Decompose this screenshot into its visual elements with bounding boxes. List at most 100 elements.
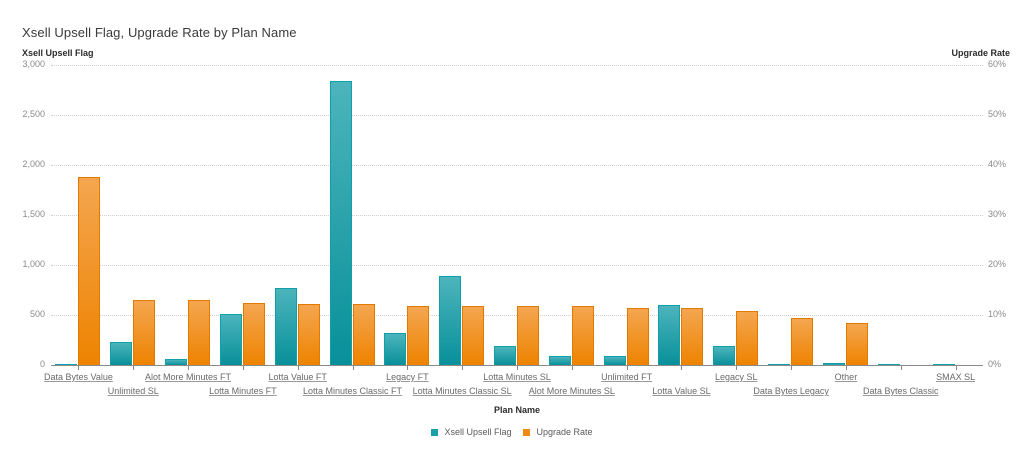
x-axis-label[interactable]: Alot More Minutes FT [145, 372, 232, 382]
xsell-bar[interactable] [548, 356, 571, 365]
x-tick [736, 365, 738, 370]
left-tick-label: 3,000 [22, 59, 45, 69]
left-tick-label: 500 [29, 309, 45, 319]
upgrade-rate-bar[interactable] [517, 305, 539, 365]
x-tick [900, 365, 902, 370]
xsell-bar[interactable] [932, 364, 955, 365]
upgrade-rate-bar[interactable] [736, 311, 759, 365]
upgrade-rate-bar[interactable] [297, 304, 320, 365]
bar-group [55, 65, 101, 365]
right-tick-label: 50% [988, 109, 1007, 119]
x-axis-label[interactable]: Alot More Minutes SL [528, 386, 615, 396]
x-axis-label[interactable]: Data Bytes Legacy [753, 386, 829, 396]
gridline [51, 265, 983, 266]
gridline [51, 215, 983, 216]
right-tick-label: 30% [988, 209, 1007, 219]
x-tick [133, 365, 135, 370]
x-axis-label[interactable]: Lotta Minutes Classic SL [412, 386, 512, 396]
x-tick [188, 365, 190, 370]
x-tick [791, 365, 793, 370]
xsell-bar[interactable] [713, 345, 736, 365]
upgrade-rate-bar[interactable] [242, 302, 265, 365]
right-axis-title: Upgrade Rate [951, 48, 1010, 58]
upgrade-rate-bar[interactable] [78, 177, 101, 365]
x-axis-label[interactable]: Data Bytes Value [43, 372, 113, 382]
upgrade-swatch-icon [523, 428, 531, 436]
xsell-bar[interactable] [384, 333, 407, 365]
chart-title: Xsell Upsell Flag, Upgrade Rate by Plan … [22, 25, 297, 40]
xsell-bar[interactable] [329, 80, 352, 365]
right-tick-label: 0% [988, 359, 1002, 369]
bar-group [329, 65, 376, 365]
left-axis-title: Xsell Upsell Flag [22, 48, 94, 58]
bar-group [165, 65, 211, 365]
x-axis-label[interactable]: Lotta Value FT [268, 372, 327, 382]
xsell-bar[interactable] [274, 288, 297, 365]
x-axis-label[interactable]: Lotta Value SL [652, 386, 711, 396]
xsell-bar[interactable] [768, 363, 791, 365]
left-tick-label: 0 [39, 359, 45, 369]
gridline [51, 115, 983, 116]
xsell-bar[interactable] [822, 363, 845, 365]
bar-group [384, 65, 430, 365]
bar-group [274, 65, 321, 365]
x-tick [242, 365, 244, 370]
upgrade-rate-bar[interactable] [791, 317, 814, 365]
x-axis-label[interactable]: Data Bytes Classic [862, 386, 939, 396]
bar-group [494, 65, 540, 365]
legend-label: Xsell Upsell Flag [444, 427, 512, 437]
x-axis-label[interactable]: Lotta Minutes Classic FT [303, 386, 403, 396]
xsell-bar[interactable] [494, 346, 516, 365]
left-tick-label: 2,500 [22, 109, 45, 119]
x-axis-label[interactable]: SMAX SL [936, 372, 976, 382]
x-tick [517, 365, 518, 370]
bar-group [822, 65, 869, 365]
bar-group [877, 65, 924, 365]
right-tick-label: 20% [988, 259, 1007, 269]
legend-item-upgrade[interactable]: Upgrade Rate [523, 427, 593, 437]
x-tick [955, 365, 957, 370]
upgrade-rate-bar[interactable] [352, 304, 375, 365]
x-axis-label[interactable]: Unlimited FT [601, 372, 653, 382]
legend-label: Upgrade Rate [536, 427, 593, 437]
x-tick [352, 365, 354, 370]
left-tick-label: 1,500 [22, 209, 45, 219]
upgrade-rate-bar[interactable] [462, 305, 485, 365]
upgrade-rate-bar[interactable] [681, 308, 704, 365]
bar-group [658, 65, 704, 365]
x-axis-label[interactable]: Legacy SL [715, 372, 758, 382]
xsell-bar[interactable] [877, 364, 900, 365]
xsell-bar[interactable] [165, 358, 188, 365]
plot-area [51, 65, 983, 370]
x-axis-label[interactable]: Lotta Minutes FT [209, 386, 277, 396]
upgrade-rate-bar[interactable] [188, 300, 211, 365]
bar-group [219, 65, 266, 365]
gridline [51, 165, 983, 166]
x-tick [297, 365, 299, 370]
upgrade-rate-bar[interactable] [407, 305, 430, 365]
x-axis-label[interactable]: Legacy FT [386, 372, 429, 382]
right-tick-label: 60% [988, 59, 1007, 69]
xsell-bar[interactable] [219, 313, 242, 365]
left-tick-label: 1,000 [22, 259, 45, 269]
xsell-bar[interactable] [658, 304, 681, 365]
x-axis-title: Plan Name [493, 405, 541, 415]
x-axis-label[interactable]: Lotta Minutes SL [483, 372, 551, 382]
xsell-bar[interactable] [110, 342, 133, 365]
x-axis-label[interactable]: Other [834, 372, 858, 382]
legend-item-xsell[interactable]: Xsell Upsell Flag [431, 427, 511, 437]
upgrade-rate-bar[interactable] [571, 306, 594, 365]
right-tick-label: 10% [988, 309, 1007, 319]
xsell-bar[interactable] [55, 363, 78, 365]
bar-group [713, 65, 759, 365]
bar-group [932, 65, 979, 365]
bar-group [439, 65, 485, 365]
upgrade-rate-bar[interactable] [845, 323, 868, 365]
x-axis-label[interactable]: Unlimited SL [107, 386, 159, 396]
upgrade-rate-bar[interactable] [626, 308, 649, 365]
x-tick [626, 365, 628, 370]
xsell-bar[interactable] [439, 275, 462, 365]
xsell-bar[interactable] [603, 355, 626, 365]
upgrade-rate-bar[interactable] [133, 300, 156, 365]
bar-group [548, 65, 595, 365]
